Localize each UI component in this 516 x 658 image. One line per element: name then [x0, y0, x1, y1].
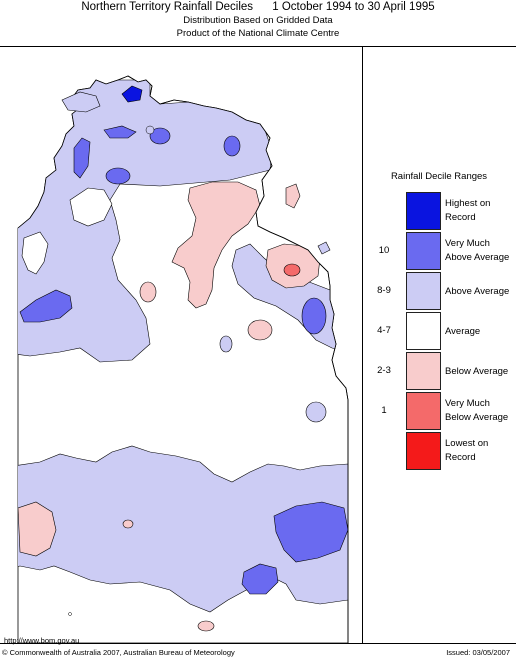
average-hole-west	[21, 231, 49, 275]
legend-label-line2: Below Average	[445, 412, 509, 423]
legend-swatch	[406, 272, 441, 310]
island-dot	[68, 612, 72, 616]
legend-swatch	[406, 192, 441, 230]
legend-swatch	[406, 392, 441, 430]
very-much-above-average-blob	[105, 167, 131, 185]
island-groote	[285, 183, 301, 209]
below-average-region-southwest	[18, 501, 57, 557]
below-average-blob	[247, 319, 273, 341]
legend-row: 10 Very Much Above Average	[362, 232, 516, 272]
legend-row: 4-7 Average	[362, 312, 516, 352]
legend-row: 1 Very Much Below Average	[362, 392, 516, 432]
legend-label: Very Much Above Average	[445, 237, 515, 265]
below-average-blob	[197, 620, 215, 632]
island-dot	[145, 125, 155, 135]
legend-label-line2: Above Average	[445, 252, 510, 263]
legend-label-line2: Record	[445, 212, 476, 223]
map-frame	[0, 46, 516, 644]
legend-row: Lowest on Record	[362, 432, 516, 472]
legend-title: Rainfall Decile Ranges	[390, 171, 488, 182]
legend-label-line1: Above Average	[445, 286, 510, 297]
legend-label-line1: Below Average	[445, 366, 509, 377]
very-much-above-average-blob	[19, 289, 73, 323]
legend-label-line1: Average	[445, 326, 481, 337]
legend-row: 8-9 Above Average	[362, 272, 516, 312]
legend-label-line2: Record	[445, 452, 476, 463]
legend-label: Average	[445, 325, 515, 339]
footer-issued: Issued: 03/05/2007	[446, 648, 510, 657]
island-tiwi	[61, 91, 101, 113]
footer-copyright: © Commonwealth of Australia 2007, Austra…	[2, 648, 235, 657]
title-text: Northern Territory Rainfall Deciles	[81, 1, 254, 13]
very-much-above-average-blob	[103, 125, 137, 139]
legend-row: 2-3 Below Average	[362, 352, 516, 392]
above-average-blob	[219, 335, 233, 353]
subtitle-product: Product of the National Climate Centre	[176, 28, 340, 39]
average-hole-north	[69, 187, 113, 227]
footer-url[interactable]: http://www.bom.gov.au	[4, 636, 80, 645]
above-average-blob	[305, 401, 327, 423]
island-sir-edward-pellew	[317, 241, 331, 255]
legend-swatch	[406, 432, 441, 470]
legend-label: Lowest on Record	[445, 437, 515, 465]
map-title: Northern Territory Rainfall Deciles 1 Oc…	[0, 0, 516, 14]
very-much-above-average-region-southeast	[273, 501, 348, 563]
legend-label-line1: Lowest on	[445, 438, 489, 449]
legend-label-line1: Very Much	[445, 398, 490, 409]
legend-label: Highest on Record	[445, 197, 515, 225]
very-much-above-average-blob	[149, 127, 171, 145]
legend-code: 2-3	[377, 365, 391, 376]
very-much-below-average-blob	[283, 263, 301, 277]
legend-label: Very Much Below Average	[445, 397, 515, 425]
period-text: 1 October 1994 to 30 April 1995	[272, 1, 435, 13]
legend-swatch	[406, 312, 441, 350]
rainfall-map	[17, 75, 349, 643]
below-average-region-central	[171, 181, 261, 309]
subtitle-distribution: Distribution Based on Gridded Data	[183, 15, 333, 26]
legend-code: 8-9	[377, 285, 391, 296]
very-much-above-average-blob	[223, 135, 241, 157]
very-much-above-average-blob	[301, 297, 327, 335]
below-average-blob	[122, 519, 134, 529]
legend-label: Below Average	[445, 365, 515, 379]
legend-swatch	[406, 232, 441, 270]
territory-coastline	[17, 75, 349, 643]
legend-swatch	[406, 352, 441, 390]
legend-row: Highest on Record	[362, 192, 516, 232]
legend-code: 4-7	[377, 325, 391, 336]
legend-label-line1: Highest on	[445, 198, 491, 209]
legend-code: 1	[381, 405, 387, 416]
map-legend-divider	[362, 47, 363, 643]
legend-code: 10	[378, 245, 390, 256]
very-much-above-average-blob	[73, 137, 91, 179]
below-average-blob	[139, 281, 157, 303]
very-much-above-average-blob-south	[241, 563, 279, 595]
highest-on-record-blob	[121, 85, 143, 103]
legend-label-line1: Very Much	[445, 238, 490, 249]
legend-label: Above Average	[445, 285, 515, 299]
